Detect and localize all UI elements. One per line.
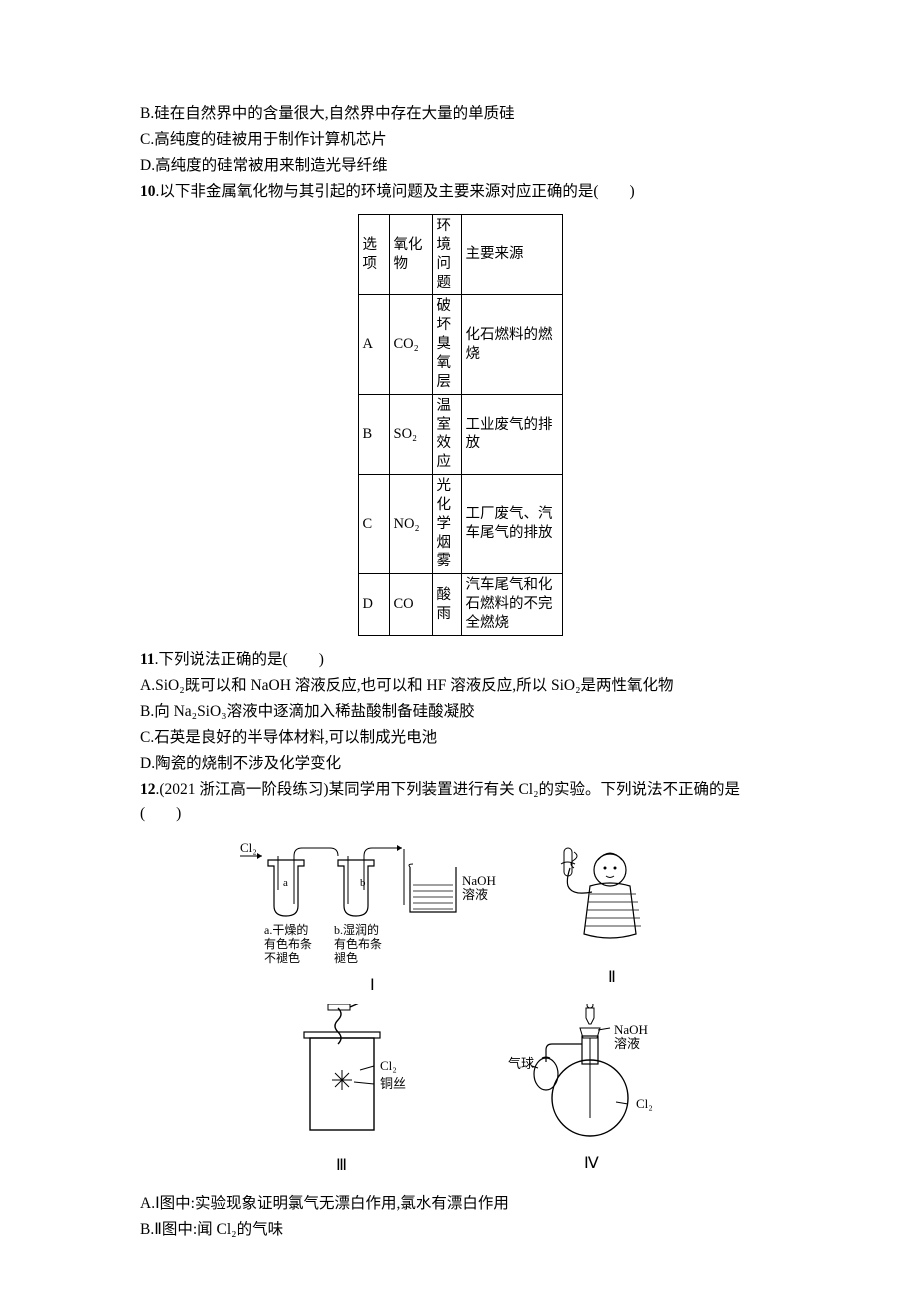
q12-num: 12: [140, 781, 156, 798]
cell-oxide: CO: [389, 574, 432, 636]
roman-I: Ⅰ: [370, 977, 375, 994]
q10-text: .以下非金属氧化物与其引起的环境问题及主要来源对应正确的是( ): [156, 183, 635, 200]
fig-IV: 气球 NaOH溶液 Cl₂ Ⅳ: [508, 1004, 653, 1172]
q12-a: A.Ⅰ图中:实验现象证明氯气无漂白作用,氯水有漂白作用: [140, 1192, 780, 1216]
th-src: 主要来源: [461, 215, 562, 295]
q11: 11.下列说法正确的是( ): [140, 648, 780, 672]
cl2-label-flask: Cl₂: [636, 1096, 653, 1111]
b-txt3: 褪色: [334, 950, 358, 965]
cell-src: 汽车尾气和化石燃料的不完全燃烧: [461, 574, 562, 636]
th-opt: 选项: [358, 215, 389, 295]
q11-num: 11: [140, 651, 155, 668]
fig-row2: Cl₂ 铜丝 Ⅲ: [220, 1004, 700, 1184]
a-txt3: 不褪色: [264, 950, 300, 965]
a-txt1: a.干燥的: [264, 922, 308, 937]
table-row: C NO₂ 光化学烟雾 工厂废气、汽车尾气的排放: [358, 475, 562, 574]
q10-num: 10: [140, 183, 156, 200]
cell-oxide: SO₂: [389, 394, 432, 474]
q11-text: .下列说法正确的是( ): [155, 651, 324, 668]
a-txt2: 有色布条: [264, 937, 312, 951]
cell-src: 工业废气的排放: [461, 394, 562, 474]
roman-III: Ⅲ: [336, 1157, 347, 1174]
fig-III: Cl₂ 铜丝 Ⅲ: [304, 1004, 406, 1174]
cl2-label-icon: Cl₂: [240, 840, 257, 855]
table-row: B SO₂ 温室效应 工业废气的排放: [358, 394, 562, 474]
cell-opt: C: [358, 475, 389, 574]
q10: 10.以下非金属氧化物与其引起的环境问题及主要来源对应正确的是( ): [140, 180, 780, 204]
q11-d: D.陶瓷的烧制不涉及化学变化: [140, 752, 780, 776]
q12: 12.(2021 浙江高一阶段练习)某同学用下列装置进行有关 Cl₂的实验。下列…: [140, 778, 780, 826]
q12-figures: Cl₂ a b: [140, 834, 780, 1184]
cell-src: 化石燃料的燃烧: [461, 295, 562, 394]
table-header-row: 选项 氧化物 环境问题 主要来源: [358, 215, 562, 295]
opt-c: C.高纯度的硅被用于制作计算机芯片: [140, 128, 780, 152]
opt-d: D.高纯度的硅常被用来制造光导纤维: [140, 154, 780, 178]
qi-label: 气球: [508, 1056, 534, 1071]
cell-issue: 酸雨: [432, 574, 461, 636]
q10-table: 选项 氧化物 环境问题 主要来源 A CO₂ 破坏臭氧层 化石燃料的燃烧 B S…: [358, 214, 563, 636]
naoh-label-2: NaOH溶液: [614, 1022, 648, 1051]
cu-label: 铜丝: [380, 1076, 406, 1091]
page: B.硅在自然界中的含量很大,自然界中存在大量的单质硅 C.高纯度的硅被用于制作计…: [70, 0, 850, 1304]
fig-II: Ⅱ: [561, 848, 641, 986]
cl2-label-jar: Cl₂: [380, 1058, 397, 1073]
roman-IV: Ⅳ: [584, 1155, 599, 1172]
b-txt2: 有色布条: [334, 937, 382, 951]
cell-opt: B: [358, 394, 389, 474]
fig-row1: Cl₂ a b: [220, 834, 700, 1004]
q11-a: A.SiO₂既可以和 NaOH 溶液反应,也可以和 HF 溶液反应,所以 SiO…: [140, 674, 780, 698]
th-issue: 环境问题: [432, 215, 461, 295]
cell-oxide: NO₂: [389, 475, 432, 574]
th-oxide: 氧化物: [389, 215, 432, 295]
b-top-label: b: [360, 877, 366, 889]
table-row: A CO₂ 破坏臭氧层 化石燃料的燃烧: [358, 295, 562, 394]
q11-b: B.向 Na₂SiO₃溶液中逐滴加入稀盐酸制备硅酸凝胶: [140, 700, 780, 724]
b-txt1: b.湿润的: [334, 922, 379, 937]
cell-issue: 温室效应: [432, 394, 461, 474]
a-top-label: a: [283, 877, 288, 889]
roman-II: Ⅱ: [608, 969, 616, 986]
cell-opt: A: [358, 295, 389, 394]
table-row: D CO 酸雨 汽车尾气和化石燃料的不完全燃烧: [358, 574, 562, 636]
naoh-label: NaOH溶液: [462, 873, 496, 902]
q12-text: .(2021 浙江高一阶段练习)某同学用下列装置进行有关 Cl₂的实验。下列说法…: [140, 781, 740, 822]
q11-c: C.石英是良好的半导体材料,可以制成光电池: [140, 726, 780, 750]
cell-src: 工厂废气、汽车尾气的排放: [461, 475, 562, 574]
cell-issue: 破坏臭氧层: [432, 295, 461, 394]
cell-issue: 光化学烟雾: [432, 475, 461, 574]
fig-I: Cl₂ a b: [240, 840, 496, 994]
cell-oxide: CO₂: [389, 295, 432, 394]
q12-b: B.Ⅱ图中:闻 Cl₂的气味: [140, 1218, 780, 1242]
cell-opt: D: [358, 574, 389, 636]
opt-b: B.硅在自然界中的含量很大,自然界中存在大量的单质硅: [140, 102, 780, 126]
